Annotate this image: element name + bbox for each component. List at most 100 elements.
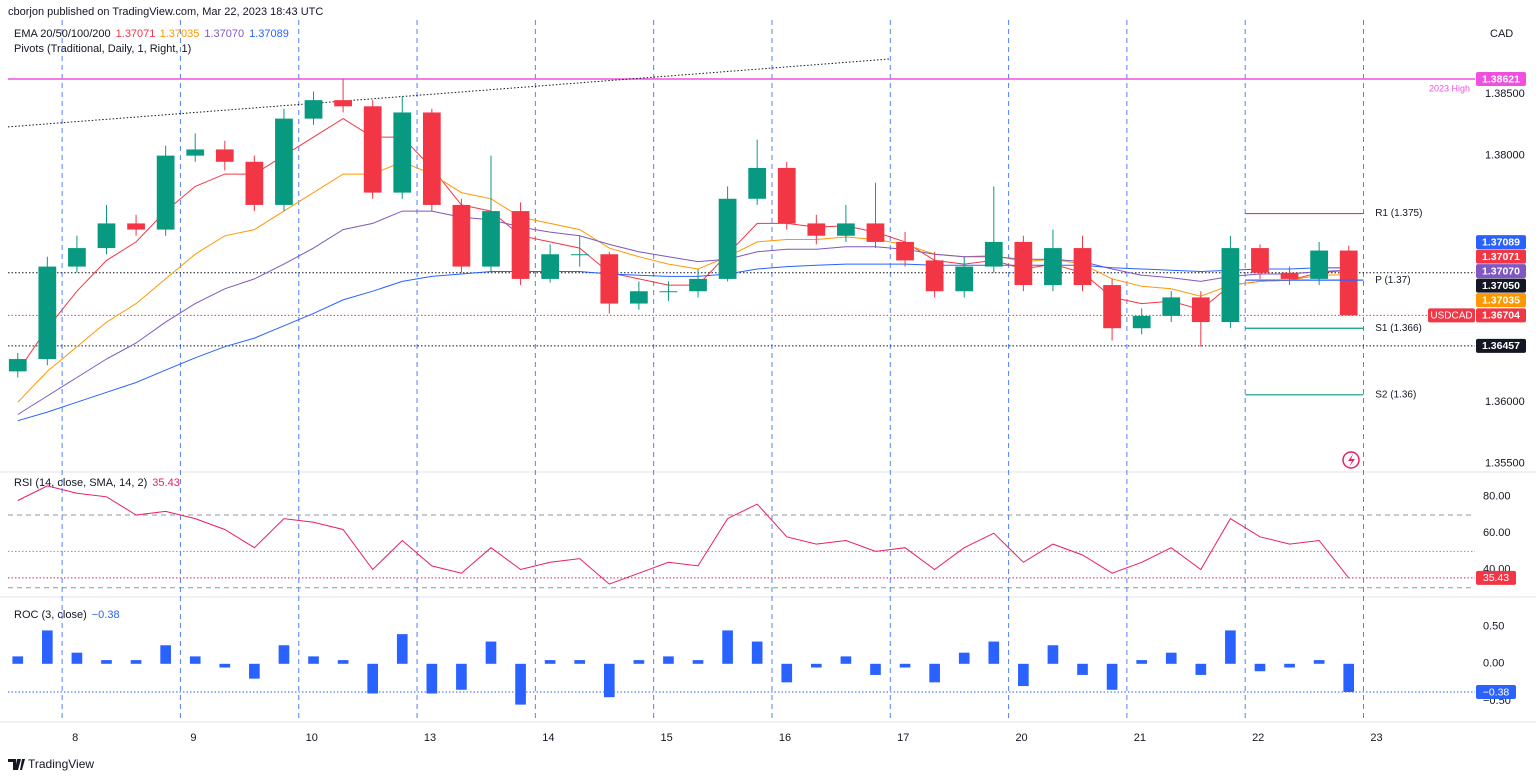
roc-bar bbox=[189, 656, 201, 664]
alert-ring bbox=[1342, 451, 1360, 469]
level-note: 2023 High bbox=[1429, 83, 1470, 93]
candle-body bbox=[1103, 285, 1121, 329]
x-tick-label: 13 bbox=[424, 732, 436, 744]
candle-body bbox=[8, 359, 27, 372]
roc-bar bbox=[337, 660, 349, 664]
roc-badge-label: −0.38 bbox=[1483, 686, 1510, 698]
roc-bar bbox=[1136, 660, 1147, 664]
price-badge-label: 1.38621 bbox=[1482, 73, 1520, 85]
roc-bar bbox=[42, 630, 53, 664]
roc-bar bbox=[130, 660, 142, 664]
candle-body bbox=[68, 248, 86, 267]
y-tick-label: 1.35500 bbox=[1485, 458, 1525, 470]
price-badge bbox=[1476, 338, 1526, 353]
candle-body bbox=[925, 260, 944, 292]
ema-legend: EMA 20/50/100/200 1.37071 1.37035 1.37070 1.… bbox=[14, 28, 289, 40]
price-badge-label: 1.37050 bbox=[1482, 280, 1520, 292]
rsi-legend-value: 35.43 bbox=[152, 477, 180, 489]
x-tick-label: 20 bbox=[1015, 732, 1027, 744]
roc-bar bbox=[426, 663, 438, 694]
candle-body bbox=[38, 266, 57, 360]
roc-bar bbox=[1254, 663, 1266, 672]
roc-bar bbox=[929, 663, 940, 683]
price-badge-label: 1.37035 bbox=[1482, 294, 1520, 306]
roc-bar bbox=[219, 663, 231, 668]
roc-bar bbox=[544, 660, 556, 664]
roc-tick-label: 0.50 bbox=[1483, 621, 1504, 633]
y-tick-label: 1.36000 bbox=[1485, 396, 1525, 408]
roc-legend-value: −0.38 bbox=[92, 609, 120, 621]
candle-body bbox=[866, 223, 885, 242]
roc-bar bbox=[692, 660, 704, 664]
candle-body bbox=[777, 167, 796, 224]
rsi-tick-label: 80.00 bbox=[1483, 491, 1511, 503]
candle-body bbox=[363, 106, 382, 193]
candle-body bbox=[393, 112, 412, 193]
ema-legend-value: 1.37071 bbox=[116, 28, 156, 40]
alert-icon bbox=[1342, 451, 1360, 469]
price-badge bbox=[1476, 293, 1526, 308]
ema-legend-value: 1.37089 bbox=[249, 28, 289, 40]
candle-body bbox=[837, 223, 855, 236]
candle-body bbox=[127, 223, 145, 230]
pivot-label: S1 (1.366) bbox=[1375, 323, 1422, 334]
x-tick-label: 16 bbox=[779, 732, 791, 744]
roc-bar bbox=[811, 663, 822, 668]
candle-body bbox=[1132, 315, 1151, 329]
ema-line bbox=[17, 118, 1349, 372]
candle-body bbox=[156, 155, 175, 230]
roc-legend: ROC (3, close) −0.38 bbox=[14, 609, 120, 621]
candle-body bbox=[541, 254, 560, 279]
x-tick-label: 22 bbox=[1252, 732, 1264, 744]
price-badge bbox=[1476, 264, 1526, 279]
roc-bar bbox=[1165, 652, 1177, 664]
ema-legend-value: 1.37070 bbox=[204, 28, 244, 40]
candle-body bbox=[215, 149, 234, 162]
candle-body bbox=[748, 167, 767, 199]
candle-body bbox=[1044, 248, 1062, 286]
roc-bar bbox=[958, 652, 970, 664]
candle-body bbox=[511, 211, 530, 279]
roc-bar bbox=[663, 656, 674, 664]
price-badge bbox=[1476, 72, 1526, 87]
roc-bar bbox=[1225, 630, 1236, 664]
roc-bar bbox=[1313, 660, 1325, 664]
price-badge-label: 1.37070 bbox=[1482, 265, 1520, 277]
roc-bar bbox=[633, 660, 645, 664]
brand-logo bbox=[8, 759, 25, 770]
candle-body bbox=[1339, 250, 1358, 316]
roc-bar bbox=[870, 663, 881, 675]
roc-bar bbox=[899, 663, 911, 668]
candle-body bbox=[1280, 272, 1299, 279]
ema-line bbox=[17, 161, 1349, 403]
x-tick-label: 9 bbox=[190, 732, 196, 744]
candle-body bbox=[659, 291, 678, 293]
roc-bar bbox=[1284, 663, 1295, 668]
roc-bar bbox=[1077, 663, 1088, 675]
candle-body bbox=[1251, 248, 1269, 273]
roc-bar bbox=[249, 663, 260, 679]
roc-bar bbox=[485, 641, 497, 664]
rsi-line bbox=[17, 485, 1350, 585]
symbol-badge bbox=[1428, 308, 1475, 323]
publish-note: cborjon published on TradingView.com, Ma… bbox=[8, 6, 323, 18]
roc-bar bbox=[1106, 663, 1118, 690]
rsi-legend: RSI (14, close, SMA, 14, 2) 35.43 bbox=[14, 477, 180, 489]
candle-body bbox=[807, 223, 826, 236]
candle-body bbox=[1162, 297, 1181, 316]
roc-bar bbox=[988, 641, 1000, 664]
y-tick-label: 1.38500 bbox=[1485, 88, 1525, 100]
rsi-badge-label: 35.43 bbox=[1483, 572, 1509, 584]
price-badge-label: 1.36704 bbox=[1482, 310, 1520, 322]
roc-bar bbox=[840, 656, 852, 664]
roc-bar bbox=[1018, 663, 1029, 687]
pivot-label: S2 (1.36) bbox=[1375, 389, 1416, 400]
candle-body bbox=[97, 223, 116, 249]
ema-line bbox=[17, 263, 1349, 422]
roc-bar bbox=[751, 641, 763, 664]
x-tick-label: 8 bbox=[72, 732, 78, 744]
candle-body bbox=[482, 211, 500, 267]
candle-body bbox=[896, 241, 914, 261]
